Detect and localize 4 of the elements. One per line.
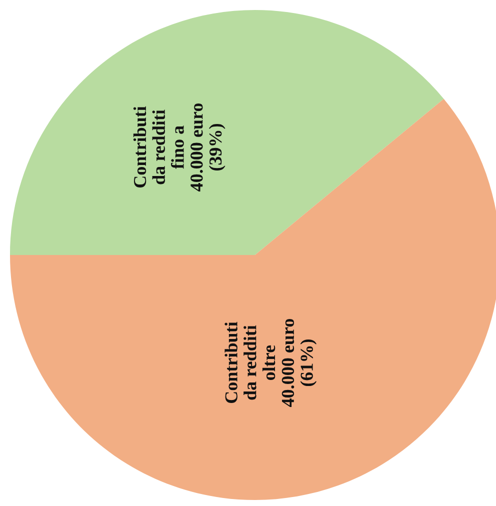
data-label: (39%) [208, 124, 226, 171]
slice-label: Contributi da redditi fino a 40.000 euro [133, 103, 203, 192]
slice-label: Contributi da redditi oltre 40.000 euro [224, 318, 294, 407]
data-label: (61%) [300, 339, 317, 386]
